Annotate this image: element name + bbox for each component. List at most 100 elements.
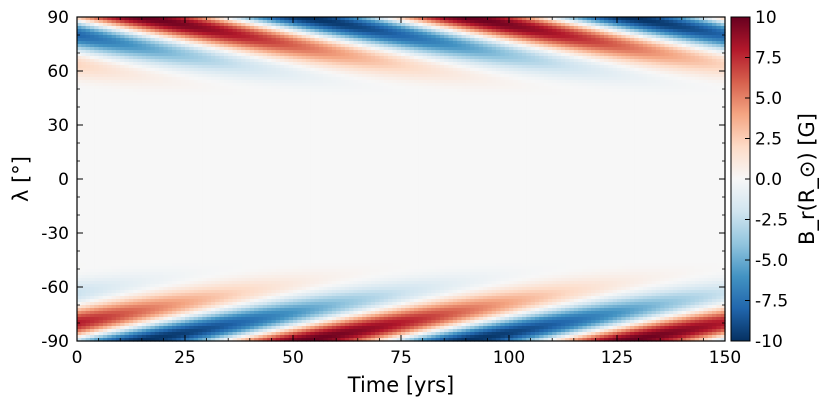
heatmap-cell <box>323 53 329 57</box>
heatmap-cell <box>245 26 251 30</box>
heatmap-cell <box>366 38 372 42</box>
heatmap-cell <box>716 35 722 39</box>
heatmap-cell <box>673 23 679 27</box>
heatmap-cell <box>612 29 618 33</box>
heatmap-cell <box>720 38 726 42</box>
heatmap-cell <box>504 47 510 51</box>
heatmap-cell <box>146 23 152 27</box>
heatmap-cell <box>120 41 126 45</box>
heatmap-cell <box>215 53 221 57</box>
heatmap-cell <box>98 35 104 39</box>
heatmap-cell <box>202 47 208 51</box>
heatmap-cell <box>388 38 393 42</box>
heatmap-cell <box>401 35 406 39</box>
heatmap-cell <box>560 53 566 57</box>
heatmap-cell <box>569 47 575 51</box>
heatmap-cell <box>232 56 238 60</box>
heatmap-cell <box>647 50 653 54</box>
heatmap-cell <box>444 26 450 30</box>
heatmap-cell <box>375 35 380 39</box>
heatmap-cell <box>617 50 622 54</box>
heatmap-cell <box>154 20 160 24</box>
heatmap-cell <box>392 29 398 33</box>
heatmap-cell <box>176 23 182 27</box>
heatmap-cell <box>703 47 709 51</box>
heatmap-cell <box>396 20 402 24</box>
heatmap-cell <box>483 20 488 24</box>
heatmap-cell <box>379 56 385 60</box>
heatmap-cell <box>491 26 497 30</box>
heatmap-cell <box>487 50 493 54</box>
heatmap-cell <box>115 47 121 51</box>
heatmap-cell <box>81 29 87 33</box>
heatmap-cell <box>340 23 346 27</box>
heatmap-cell <box>582 17 588 21</box>
heatmap-cell <box>560 26 566 30</box>
heatmap-cell <box>392 20 398 24</box>
heatmap-cell <box>357 56 363 60</box>
heatmap-cell <box>163 50 169 54</box>
heatmap-cell <box>543 38 549 42</box>
heatmap-cell <box>150 41 156 45</box>
heatmap-cell <box>318 23 324 27</box>
heatmap-cell <box>457 50 463 54</box>
heatmap-cell <box>534 50 540 54</box>
heatmap-cell <box>500 38 506 42</box>
heatmap-cell <box>336 35 342 39</box>
heatmap-cell <box>228 23 234 27</box>
heatmap-cell <box>236 32 242 36</box>
heatmap-cell <box>625 53 631 57</box>
heatmap-cell <box>284 32 290 36</box>
heatmap-cell <box>284 53 290 57</box>
heatmap-cell <box>565 17 571 21</box>
heatmap-cell <box>85 41 91 45</box>
heatmap-cell <box>331 23 337 27</box>
heatmap-cell <box>465 53 471 57</box>
heatmap-cell <box>483 23 488 27</box>
heatmap-cell <box>690 35 696 39</box>
heatmap-cell <box>159 38 164 42</box>
heatmap-cell <box>500 41 506 45</box>
heatmap-cell <box>193 29 199 33</box>
heatmap-cell <box>232 44 238 48</box>
heatmap-cell <box>241 47 247 51</box>
heatmap-cell <box>720 44 726 48</box>
heatmap-cell <box>556 50 562 54</box>
heatmap-cell <box>638 38 644 42</box>
heatmap-cell <box>77 35 82 39</box>
heatmap-cell <box>621 17 627 21</box>
heatmap-cell <box>197 35 203 39</box>
heatmap-cell <box>677 41 683 45</box>
heatmap-cell <box>210 47 216 51</box>
heatmap-cell <box>362 47 368 51</box>
heatmap-cell <box>629 32 635 36</box>
heatmap-cell <box>660 38 666 42</box>
heatmap-cell <box>461 56 467 60</box>
heatmap-cell <box>102 41 108 45</box>
heatmap-cell <box>102 20 108 24</box>
heatmap-cell <box>569 44 575 48</box>
heatmap-cell <box>487 32 493 36</box>
heatmap-cell <box>409 35 415 39</box>
heatmap-cell <box>280 29 285 33</box>
heatmap-cell <box>552 26 558 30</box>
heatmap-cell <box>94 41 100 45</box>
heatmap-cell <box>673 47 679 51</box>
heatmap-cell <box>146 50 152 54</box>
heatmap-cell <box>521 53 527 57</box>
heatmap-cell <box>582 23 588 27</box>
heatmap-cell <box>534 29 540 33</box>
heatmap-cell <box>293 56 298 60</box>
heatmap-cell <box>331 26 337 30</box>
heatmap-cell <box>85 35 91 39</box>
heatmap-cell <box>496 26 501 30</box>
heatmap-cell <box>565 23 571 27</box>
heatmap-cell <box>258 23 264 27</box>
heatmap-cell <box>694 35 700 39</box>
heatmap-cell <box>448 47 454 51</box>
heatmap-cell <box>491 41 497 45</box>
heatmap-cell <box>621 35 627 39</box>
heatmap-cell <box>189 17 195 21</box>
heatmap-cell <box>344 53 350 57</box>
heatmap-cell <box>202 17 208 21</box>
